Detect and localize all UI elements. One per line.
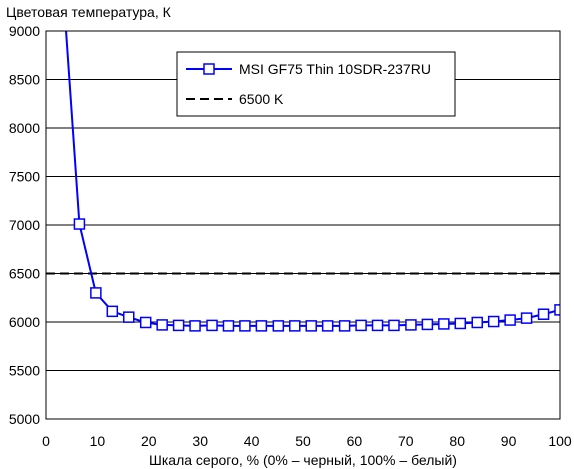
y-tick-label-7500: 7500 — [9, 169, 40, 185]
data-point-20 — [388, 319, 400, 332]
data-point-2 — [90, 287, 102, 299]
y-axis-title: Цветовая температура, К — [6, 4, 172, 20]
data-point-13 — [272, 320, 285, 332]
legend-box — [176, 51, 456, 117]
x-tick-label-50: 50 — [295, 433, 311, 449]
series-msi-gf75 — [65, 31, 560, 332]
y-tick-label-6000: 6000 — [9, 314, 40, 330]
data-point-12 — [255, 320, 268, 332]
data-point-11 — [239, 320, 251, 332]
data-point-10 — [222, 320, 235, 332]
x-tick-label-40: 40 — [244, 433, 260, 449]
x-tick-label-0: 0 — [42, 433, 50, 449]
data-point-16 — [321, 320, 334, 332]
x-tick-label-90: 90 — [501, 433, 517, 449]
y-tick-label-9000: 9000 — [9, 23, 40, 39]
legend-label-series-2: 6500 K — [239, 91, 284, 107]
tick-layer: 5000 5500 6000 6500 7000 7500 8000 8500 9000 0 10 2… — [9, 23, 572, 449]
data-point-21 — [405, 319, 417, 331]
data-point-17 — [338, 320, 351, 332]
data-point-14 — [289, 320, 301, 332]
legend: MSI GF75 Thin 10SDR-237RU 6500 K — [176, 51, 456, 117]
data-point-18 — [355, 319, 367, 332]
data-point-7 — [172, 319, 185, 332]
x-tick-label-10: 10 — [90, 433, 106, 449]
y-tick-label-8000: 8000 — [9, 120, 40, 136]
data-point-28 — [520, 312, 533, 324]
data-point-9 — [206, 319, 218, 332]
series-layer — [46, 31, 560, 332]
data-point-15 — [305, 320, 317, 332]
y-tick-label-8500: 8500 — [9, 72, 40, 88]
data-point-8 — [189, 320, 201, 332]
data-point-29 — [537, 308, 550, 320]
x-tick-label-30: 30 — [192, 433, 208, 449]
data-point-5 — [139, 316, 152, 329]
y-tick-label-7000: 7000 — [9, 217, 40, 233]
x-tick-label-60: 60 — [347, 433, 363, 449]
plot-frame — [45, 30, 561, 420]
data-point-4 — [123, 311, 135, 323]
x-tick-label-100: 100 — [548, 433, 572, 449]
data-point-30 — [554, 304, 560, 316]
x-tick-label-80: 80 — [449, 433, 465, 449]
y-tick-label-6500: 6500 — [9, 266, 40, 282]
data-point-25 — [471, 316, 483, 329]
data-point-6 — [156, 319, 168, 331]
data-point-1 — [73, 218, 86, 230]
x-tick-label-20: 20 — [141, 433, 157, 449]
data-point-3 — [106, 305, 119, 318]
data-point-23 — [438, 318, 450, 330]
x-tick-label-70: 70 — [398, 433, 414, 449]
x-axis-title: Шкала серого, % (0% – черный, 100% – бел… — [149, 452, 457, 468]
data-point-27 — [504, 314, 516, 326]
legend-marker-swatch-series-1 — [203, 63, 215, 75]
data-point-19 — [371, 319, 384, 332]
data-point-24 — [454, 317, 467, 330]
data-point-26 — [487, 315, 500, 328]
y-tick-label-5500: 5500 — [9, 363, 40, 379]
data-point-22 — [421, 318, 434, 331]
legend-label-series-1: MSI GF75 Thin 10SDR-237RU — [239, 61, 431, 77]
y-tick-label-5000: 5000 — [9, 411, 40, 427]
